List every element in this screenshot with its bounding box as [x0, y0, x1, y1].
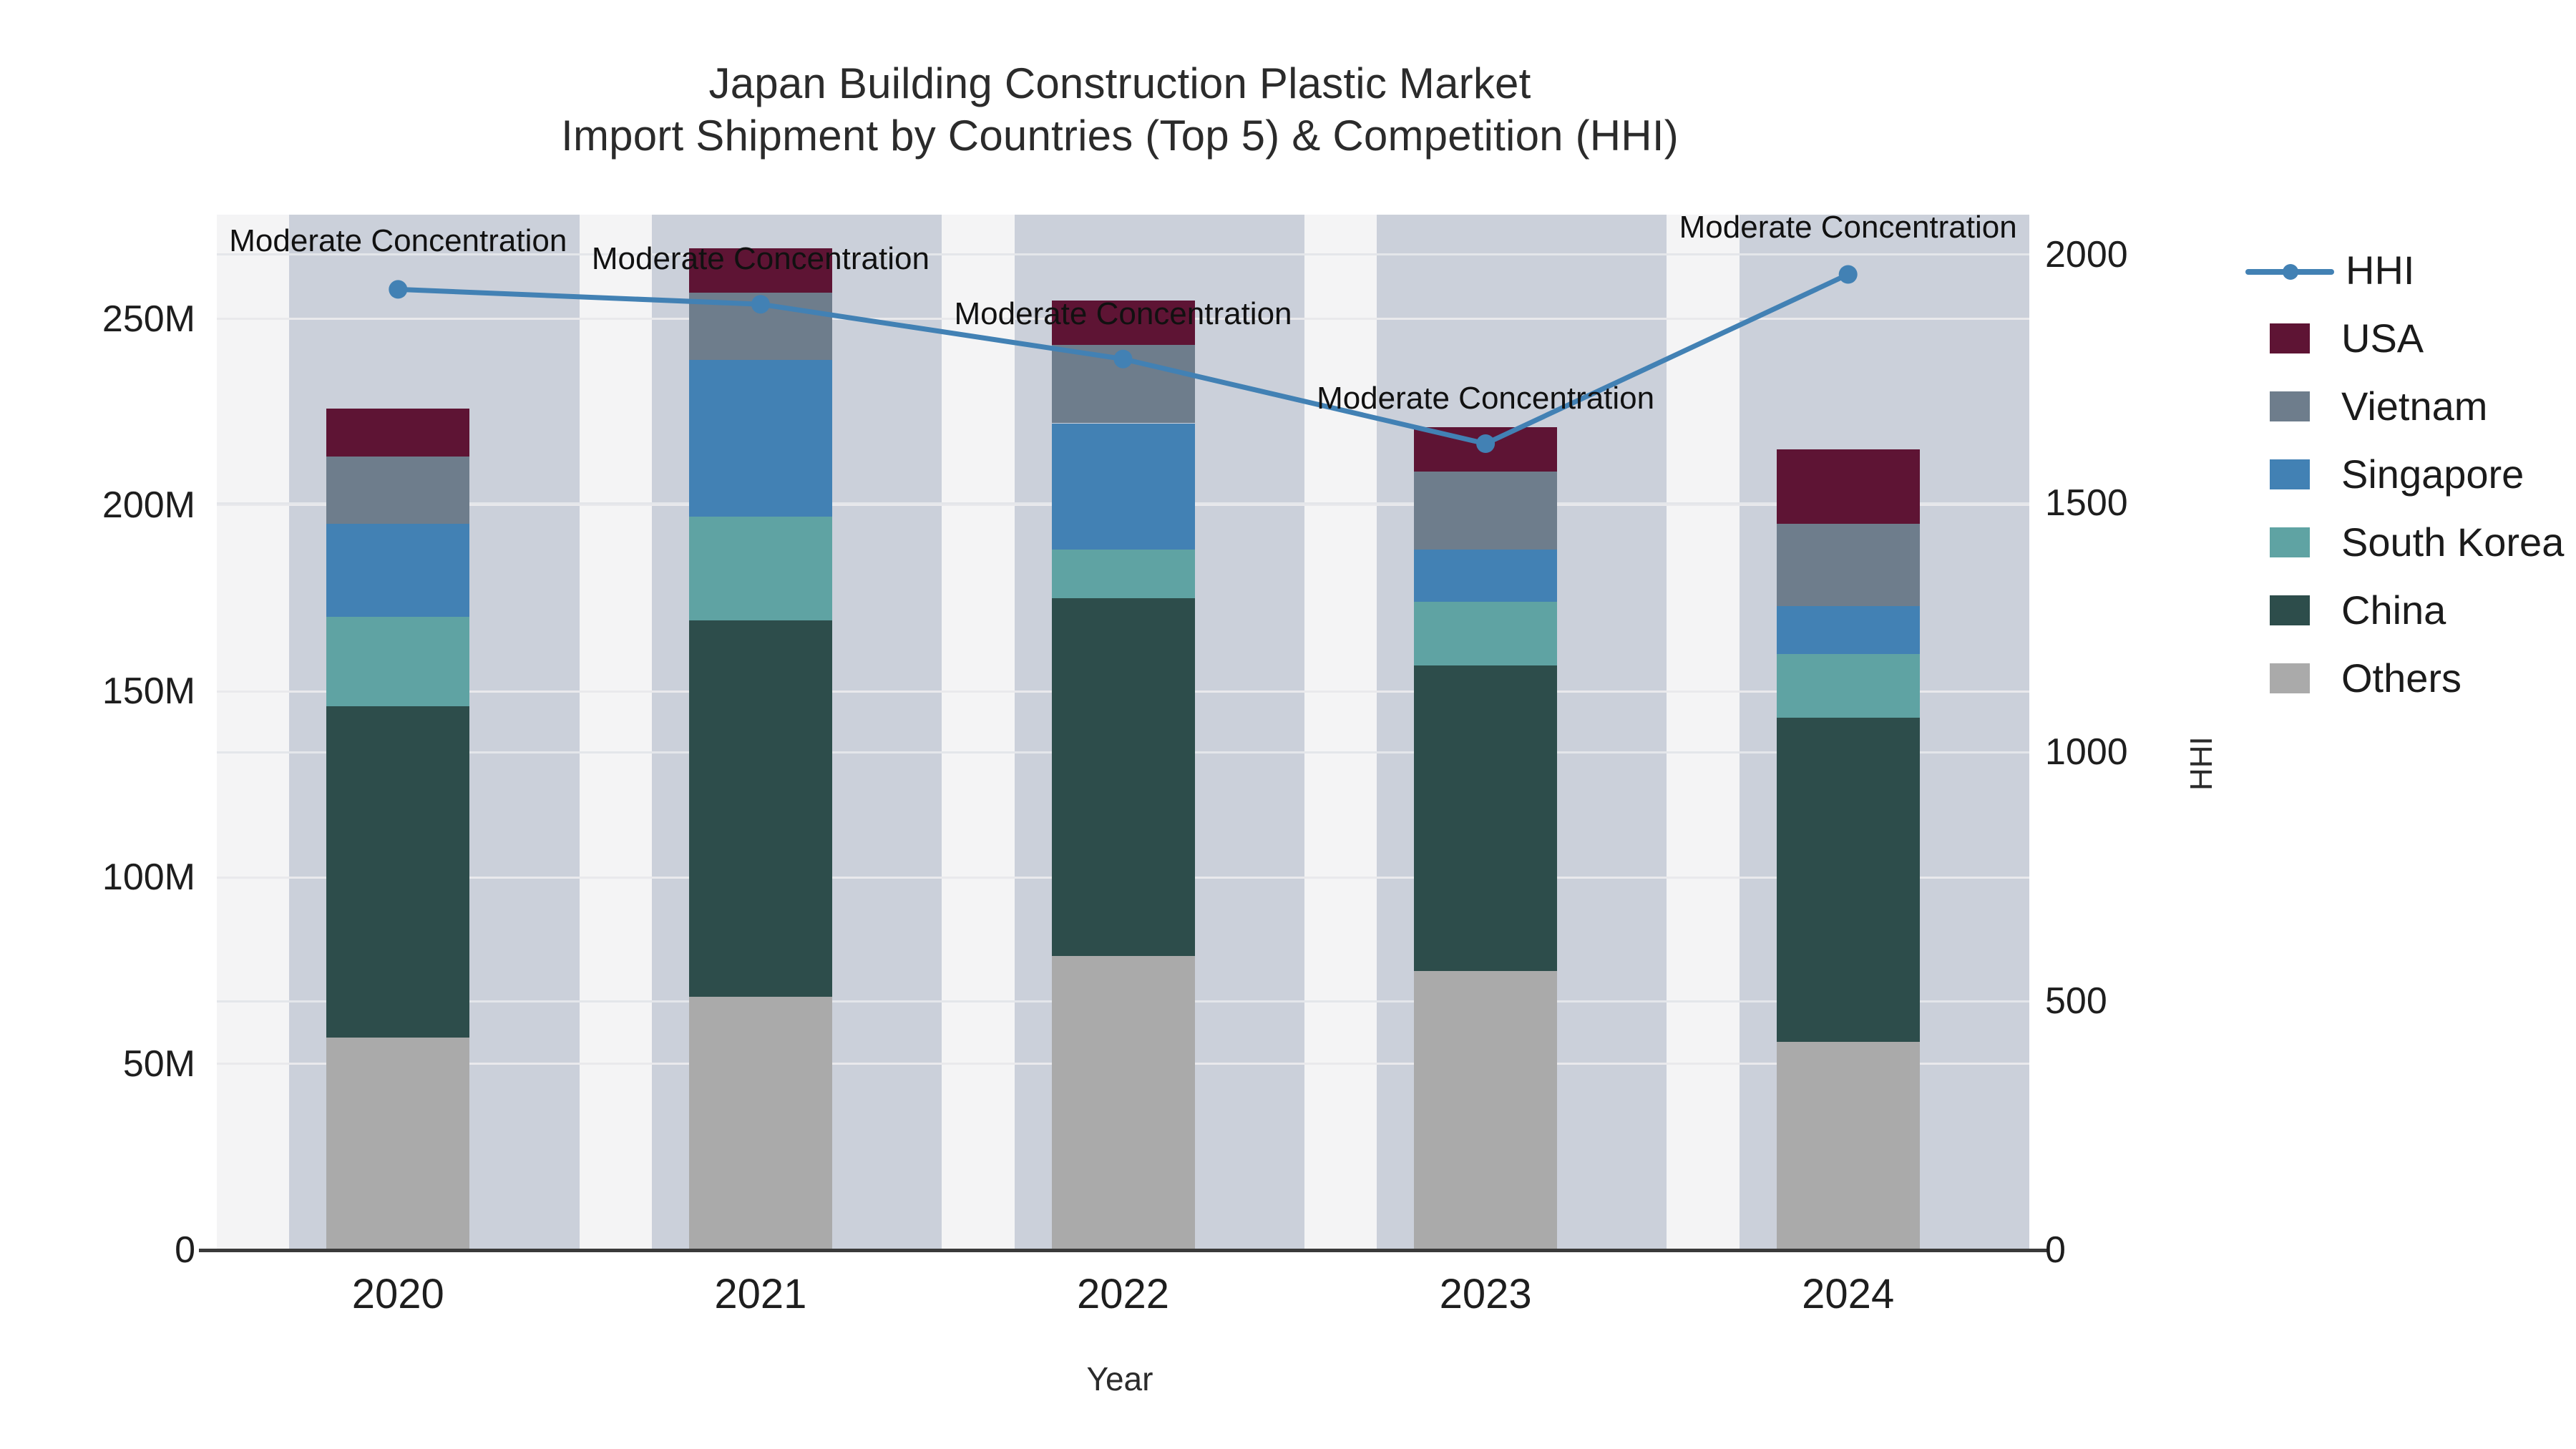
legend-swatch-china	[2270, 595, 2310, 625]
y-tick-left-250M: 250M	[102, 298, 195, 340]
bar-segment-2020-others[interactable]	[326, 1038, 470, 1250]
bar-2023[interactable]	[1414, 215, 1558, 1250]
y-tick-left-0: 0	[175, 1229, 195, 1271]
bar-segment-2024-usa[interactable]	[1776, 449, 1920, 525]
y-tick-right-1500: 1500	[2045, 482, 2128, 525]
legend-swatch-vietnam	[2270, 391, 2310, 421]
bar-segment-2020-china[interactable]	[326, 706, 470, 1038]
annotation-2021: Moderate Concentration	[591, 241, 930, 277]
bar-2022[interactable]	[1051, 215, 1195, 1250]
bar-segment-2022-south-korea[interactable]	[1051, 550, 1195, 599]
bar-segment-2020-singapore[interactable]	[326, 524, 470, 618]
bar-segment-2024-south-korea[interactable]	[1776, 654, 1920, 718]
x-tick-2024: 2024	[1802, 1271, 1895, 1317]
annotation-2020: Moderate Concentration	[229, 223, 567, 259]
bar-segment-2021-south-korea[interactable]	[688, 516, 832, 621]
annotation-2023: Moderate Concentration	[1317, 381, 1655, 416]
chart-title-line1: Japan Building Construction Plastic Mark…	[708, 59, 1531, 107]
legend-item-others[interactable]: Others	[2225, 644, 2569, 712]
y-tick-left-50M: 50M	[122, 1043, 195, 1085]
y-tick-right-1000: 1000	[2045, 731, 2128, 774]
y-axis-right-title: HHI	[2184, 736, 2219, 791]
bar-segment-2023-south-korea[interactable]	[1414, 602, 1558, 665]
legend-swatch-singapore	[2270, 459, 2310, 489]
x-axis-title: Year	[1086, 1360, 1153, 1397]
bar-segment-2020-usa[interactable]	[326, 408, 470, 457]
legend-label-others: Others	[2341, 655, 2462, 701]
legend-swatch-usa	[2270, 323, 2310, 353]
plot-area	[217, 215, 2029, 1252]
legend-label-china: China	[2341, 587, 2446, 633]
x-tick-2023: 2023	[1439, 1271, 1532, 1317]
legend-item-singapore[interactable]: Singapore	[2225, 440, 2569, 508]
legend-label-vietnam: Vietnam	[2341, 384, 2488, 429]
legend-item-vietnam[interactable]: Vietnam	[2225, 372, 2569, 440]
bar-segment-2023-usa[interactable]	[1414, 426, 1558, 472]
bar-segment-2022-singapore[interactable]	[1051, 423, 1195, 550]
x-tick-2022: 2022	[1076, 1271, 1170, 1317]
legend-line-marker-hhi	[2245, 255, 2334, 286]
legend-item-china[interactable]: China	[2225, 576, 2569, 644]
bar-segment-2023-vietnam[interactable]	[1414, 472, 1558, 550]
x-tick-2021: 2021	[714, 1271, 807, 1317]
bar-segment-2022-vietnam[interactable]	[1051, 345, 1195, 424]
y-tick-right-500: 500	[2045, 980, 2107, 1023]
legend-item-usa[interactable]: USA	[2225, 304, 2569, 372]
annotation-2022: Moderate Concentration	[954, 296, 1292, 331]
bar-segment-2022-others[interactable]	[1051, 955, 1195, 1250]
legend: HHI USA Vietnam Singapore South Korea China Ot…	[2225, 236, 2569, 712]
bar-segment-2024-china[interactable]	[1776, 717, 1920, 1042]
annotation-2024: Moderate Concentration	[1679, 210, 2017, 245]
bar-segment-2021-china[interactable]	[688, 620, 832, 997]
y-tick-left-100M: 100M	[102, 857, 195, 899]
bar-2020[interactable]	[326, 215, 470, 1250]
bar-segment-2024-others[interactable]	[1776, 1041, 1920, 1250]
bar-segment-2021-others[interactable]	[688, 997, 832, 1250]
x-axis-line	[199, 1249, 2047, 1252]
x-tick-2020: 2020	[351, 1271, 444, 1317]
legend-swatch-others	[2270, 663, 2310, 693]
bar-segment-2023-singapore[interactable]	[1414, 550, 1558, 602]
bar-segment-2024-vietnam[interactable]	[1776, 524, 1920, 606]
bar-segment-2024-singapore[interactable]	[1776, 605, 1920, 655]
legend-label-singapore: Singapore	[2341, 452, 2524, 497]
legend-label-usa: USA	[2341, 316, 2424, 361]
bar-segment-2023-others[interactable]	[1414, 970, 1558, 1250]
y-tick-left-150M: 150M	[102, 670, 195, 713]
legend-swatch-south-korea	[2270, 527, 2310, 557]
bar-segment-2021-vietnam[interactable]	[688, 293, 832, 360]
bar-segment-2022-china[interactable]	[1051, 598, 1195, 956]
bar-segment-2020-south-korea[interactable]	[326, 617, 470, 707]
bar-segment-2023-china[interactable]	[1414, 665, 1558, 971]
bar-segment-2020-vietnam[interactable]	[326, 457, 470, 525]
legend-item-hhi[interactable]: HHI	[2225, 236, 2569, 304]
chart-title-line2: Import Shipment by Countries (Top 5) & C…	[561, 112, 1679, 160]
y-tick-right-0: 0	[2045, 1229, 2066, 1271]
legend-item-south-korea[interactable]: South Korea	[2225, 508, 2569, 576]
bar-segment-2021-singapore[interactable]	[688, 360, 832, 517]
bar-2024[interactable]	[1776, 215, 1920, 1250]
bar-2021[interactable]	[688, 215, 832, 1250]
chart-title: Japan Building Construction Plastic Mark…	[0, 57, 2240, 162]
y-tick-left-200M: 200M	[102, 484, 195, 526]
legend-label-hhi: HHI	[2346, 248, 2415, 293]
gridline-right-2000	[217, 253, 2029, 256]
legend-label-south-korea: South Korea	[2341, 519, 2565, 565]
y-tick-right-2000: 2000	[2045, 233, 2128, 275]
